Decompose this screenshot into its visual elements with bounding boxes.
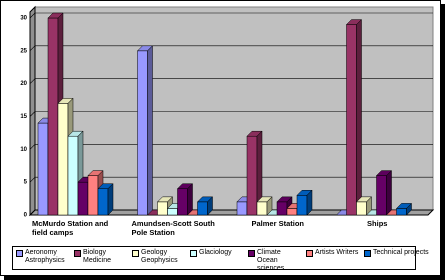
bar-front bbox=[396, 208, 407, 216]
x-tick-label: McMurdo Station and field camps bbox=[32, 219, 109, 237]
legend-label: Climate Ocean sciences bbox=[257, 249, 285, 272]
bar-side bbox=[147, 45, 153, 216]
legend: Aeronomy Astrophysics Biology Medicine Geo… bbox=[12, 246, 429, 273]
bar-front bbox=[246, 135, 258, 216]
bar-front bbox=[286, 208, 298, 216]
bar bbox=[355, 196, 373, 216]
bar-front bbox=[97, 188, 109, 216]
legend-swatch bbox=[74, 250, 81, 257]
bar-front bbox=[137, 50, 148, 216]
bar-front bbox=[236, 201, 248, 216]
y-tick-label: 20 bbox=[20, 81, 27, 87]
legend-label: Glaciology bbox=[199, 249, 232, 256]
legend-item: Geology Geophysics bbox=[132, 249, 187, 265]
bar-front bbox=[57, 103, 69, 216]
bar bbox=[395, 202, 413, 216]
legend-item: Artists Writers bbox=[306, 249, 361, 257]
legend-label: Aeronomy Astrophysics bbox=[25, 249, 65, 264]
grid-line bbox=[29, 12, 36, 19]
legend-label: Biology Medicine bbox=[83, 249, 112, 264]
bar bbox=[176, 183, 194, 216]
bar-front bbox=[256, 201, 268, 216]
bar-front bbox=[276, 201, 288, 216]
bar-front bbox=[356, 201, 367, 216]
legend-swatch bbox=[16, 250, 23, 257]
x-tick-label: Palmer Station bbox=[251, 219, 304, 228]
legend-item: Glaciology bbox=[190, 249, 245, 257]
bar-front bbox=[67, 135, 79, 216]
legend-swatch bbox=[306, 250, 313, 257]
grid-line bbox=[29, 209, 36, 216]
bar bbox=[375, 169, 393, 216]
y-tick-label: 25 bbox=[20, 48, 27, 54]
bar-front bbox=[47, 17, 59, 216]
bar bbox=[246, 130, 263, 216]
bar-front bbox=[87, 175, 99, 216]
legend-item: Technical projects bbox=[364, 249, 435, 257]
bar-front bbox=[37, 122, 49, 216]
y-tick-label: 10 bbox=[20, 147, 27, 153]
bar-front bbox=[296, 195, 308, 216]
grid-line bbox=[29, 176, 36, 183]
y-tick-label: 5 bbox=[24, 180, 28, 186]
bar-front bbox=[157, 201, 168, 216]
bar bbox=[97, 183, 114, 216]
legend-label: Artists Writers bbox=[315, 249, 359, 256]
bar-side bbox=[207, 196, 213, 216]
bar-front bbox=[167, 208, 178, 216]
bar-front bbox=[197, 201, 208, 216]
legend-item: Biology Medicine bbox=[74, 249, 129, 265]
x-tick-label: Ships bbox=[367, 219, 388, 228]
x-tick-label: Amundsen-Scott South Pole Station bbox=[131, 219, 215, 237]
grid-line bbox=[29, 78, 36, 84]
legend-swatch bbox=[364, 250, 371, 257]
y-tick-label: 30 bbox=[20, 16, 27, 22]
bar bbox=[345, 18, 363, 216]
legend-swatch bbox=[190, 250, 197, 257]
bar-front bbox=[77, 181, 89, 216]
bar-side bbox=[187, 183, 193, 216]
grid-line bbox=[29, 45, 36, 52]
bar-side bbox=[386, 169, 392, 216]
legend-swatch bbox=[248, 250, 255, 257]
legend-item: Climate Ocean sciences bbox=[248, 249, 303, 273]
bar bbox=[296, 189, 313, 216]
bar bbox=[256, 196, 273, 216]
bar-side bbox=[306, 189, 313, 216]
bar-side bbox=[356, 18, 362, 216]
y-tick-label: 0 bbox=[24, 213, 28, 219]
grid-line bbox=[29, 111, 36, 117]
bar-front bbox=[177, 188, 188, 216]
legend-label: Technical projects bbox=[373, 249, 429, 256]
bar-front bbox=[376, 175, 387, 216]
bar bbox=[136, 45, 154, 216]
bar-side bbox=[107, 183, 114, 216]
y-tick-label: 15 bbox=[20, 114, 27, 120]
bar bbox=[196, 196, 214, 216]
legend-item: Aeronomy Astrophysics bbox=[16, 249, 71, 265]
plot-side bbox=[29, 5, 36, 217]
bar-front bbox=[346, 24, 357, 216]
grid-line bbox=[29, 144, 36, 150]
legend-label: Geology Geophysics bbox=[141, 249, 178, 264]
legend-swatch bbox=[132, 250, 139, 257]
bar-side bbox=[406, 202, 412, 216]
